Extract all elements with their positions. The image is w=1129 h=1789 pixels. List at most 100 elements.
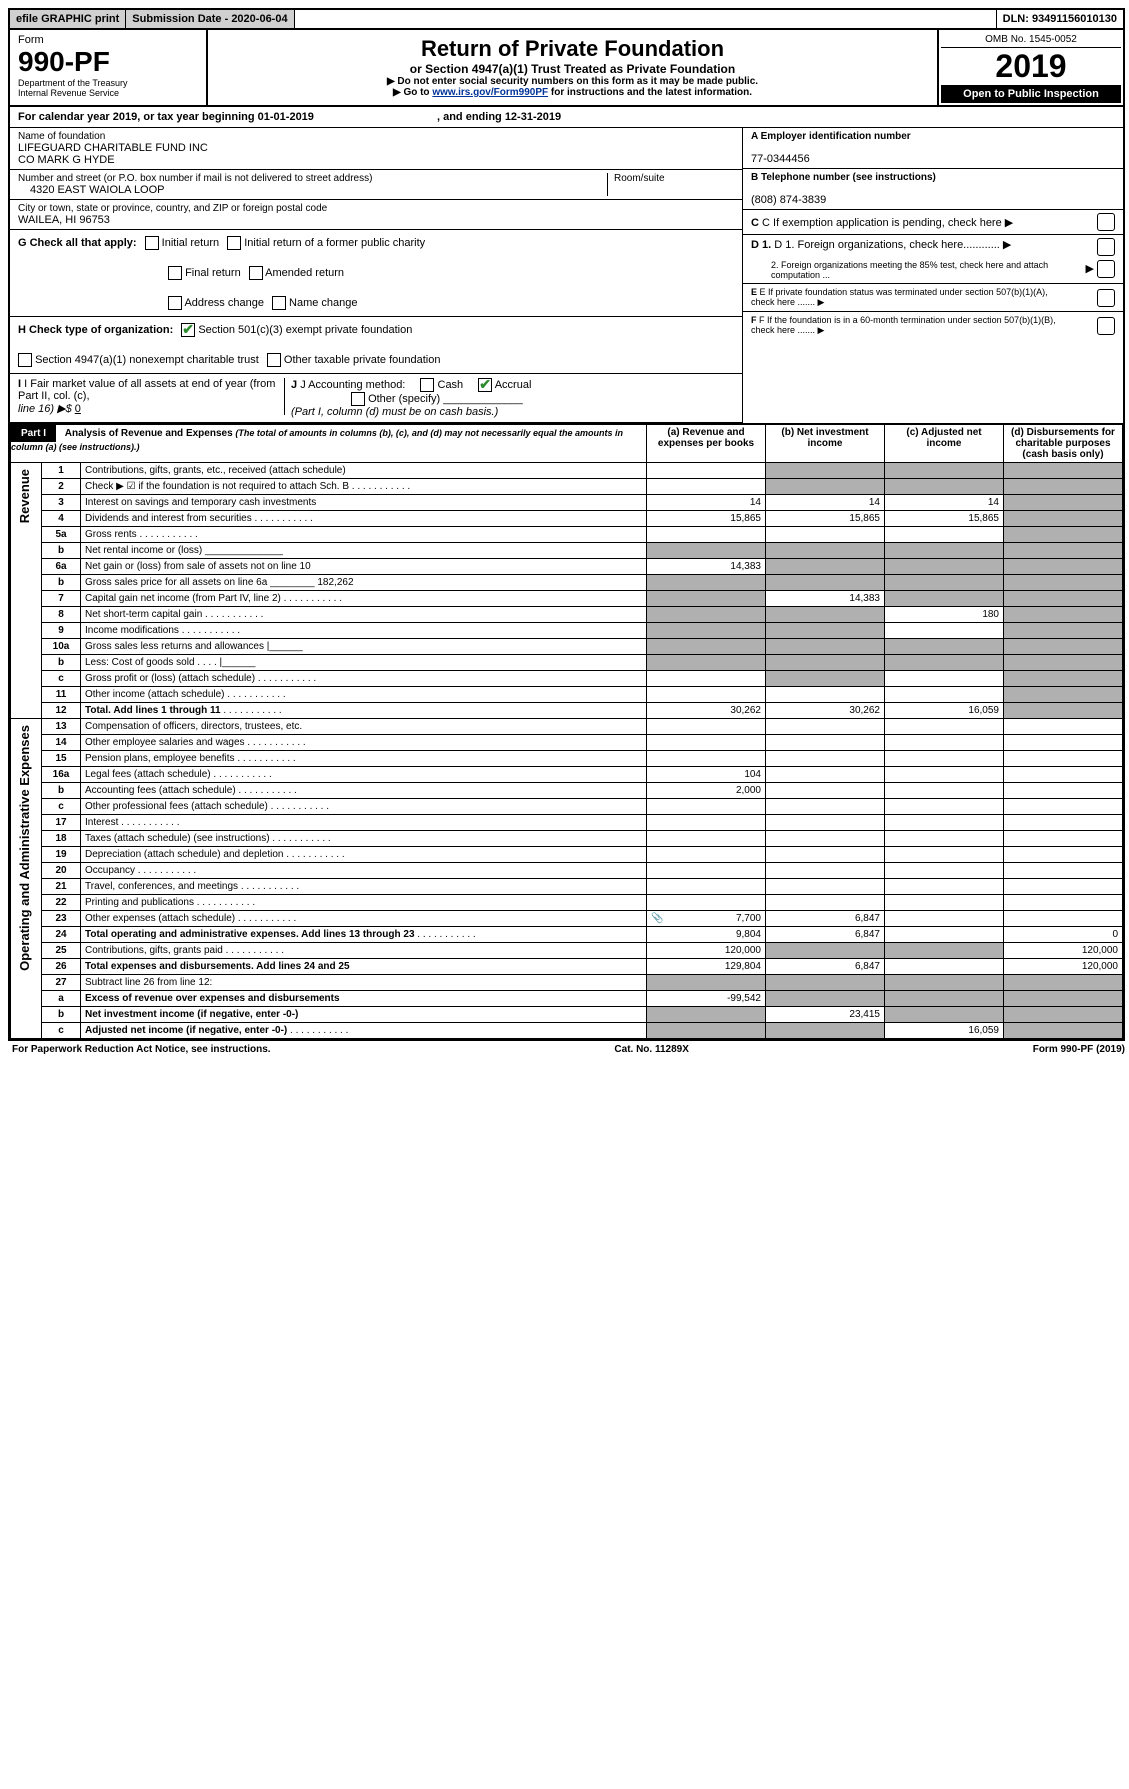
j-cash[interactable]: Cash (420, 379, 463, 391)
c-label: C C If exemption application is pending,… (751, 216, 1013, 229)
cell (647, 863, 766, 879)
cell (647, 1007, 766, 1023)
cell (885, 751, 1004, 767)
cell (647, 719, 766, 735)
part1-title: Analysis of Revenue and Expenses (65, 428, 233, 439)
cell (1004, 799, 1123, 815)
note2-pre: ▶ Go to (393, 87, 432, 98)
f-checkbox[interactable] (1097, 317, 1115, 335)
cell: 14,383 (647, 559, 766, 575)
g-opt-address[interactable]: Address change (168, 296, 264, 310)
cell (885, 1007, 1004, 1023)
cell (766, 863, 885, 879)
cell: 16,059 (885, 703, 1004, 719)
row-num: 21 (42, 879, 81, 895)
cell (1004, 527, 1123, 543)
cell (647, 527, 766, 543)
cell: 120,000 (1004, 959, 1123, 975)
instructions-link[interactable]: www.irs.gov/Form990PF (432, 87, 548, 98)
cell: 23,415 (766, 1007, 885, 1023)
cell (885, 655, 1004, 671)
cell (885, 527, 1004, 543)
spacer (295, 10, 997, 28)
note1: ▶ Do not enter social security numbers o… (214, 76, 931, 87)
h-opt-other[interactable]: Other taxable private foundation (267, 353, 441, 367)
row-num: 6a (42, 559, 81, 575)
cell (1004, 671, 1123, 687)
h-opt-4947[interactable]: Section 4947(a)(1) nonexempt charitable … (18, 353, 259, 367)
footer-mid: Cat. No. 11289X (614, 1044, 688, 1055)
c-checkbox[interactable] (1097, 213, 1115, 231)
row-num: 1 (42, 463, 81, 479)
cell (1004, 575, 1123, 591)
cell (885, 991, 1004, 1007)
cell (647, 687, 766, 703)
e-checkbox[interactable] (1097, 289, 1115, 307)
cell (647, 607, 766, 623)
cell (1004, 847, 1123, 863)
cell (766, 655, 885, 671)
row-num: b (42, 575, 81, 591)
cell (766, 671, 885, 687)
row-num: b (42, 543, 81, 559)
dln-number: DLN: 93491156010130 (997, 10, 1123, 28)
tax-year: 2019 (941, 48, 1121, 85)
cell (766, 719, 885, 735)
cell: 120,000 (647, 943, 766, 959)
g-opt-amended[interactable]: Amended return (249, 266, 344, 280)
ein-block: A Employer identification number 77-0344… (743, 128, 1123, 169)
cell (1004, 1007, 1123, 1023)
j-other[interactable]: Other (specify) _____________ (351, 393, 523, 405)
row-desc: Capital gain net income (from Part IV, l… (81, 591, 647, 607)
h-opt-501c3[interactable]: Section 501(c)(3) exempt private foundat… (181, 323, 412, 337)
row-desc: Other employee salaries and wages (81, 735, 647, 751)
col-b-header: (b) Net investment income (766, 425, 885, 463)
cell: 180 (885, 607, 1004, 623)
row-num: 17 (42, 815, 81, 831)
footer-left: For Paperwork Reduction Act Notice, see … (12, 1044, 271, 1055)
g-opt-name[interactable]: Name change (272, 296, 358, 310)
id-left: Name of foundation LIFEGUARD CHARITABLE … (10, 128, 742, 423)
row-desc: Interest (81, 815, 647, 831)
g-opt-initial[interactable]: Initial return (145, 236, 220, 250)
row-desc: Dividends and interest from securities (81, 511, 647, 527)
row-desc: Interest on savings and temporary cash i… (81, 495, 647, 511)
cell (885, 463, 1004, 479)
cell (647, 735, 766, 751)
f-label: F F If the foundation is in a 60-month t… (751, 315, 1071, 336)
cell (885, 815, 1004, 831)
name-block: Name of foundation LIFEGUARD CHARITABLE … (10, 128, 742, 170)
cell (766, 575, 885, 591)
footer-right: Form 990-PF (2019) (1033, 1044, 1125, 1055)
row-desc: Contributions, gifts, grants paid (81, 943, 647, 959)
row-desc: Legal fees (attach schedule) (81, 767, 647, 783)
header-mid: Return of Private Foundation or Section … (208, 30, 937, 105)
cell (766, 879, 885, 895)
cell (1004, 511, 1123, 527)
row-num: b (42, 655, 81, 671)
cell: 6,847 (766, 927, 885, 943)
cell (647, 591, 766, 607)
cell (1004, 495, 1123, 511)
row-num: 22 (42, 895, 81, 911)
cell (1004, 687, 1123, 703)
cell (766, 543, 885, 559)
d1-checkbox[interactable] (1097, 238, 1115, 256)
cell (766, 1023, 885, 1039)
cell (766, 815, 885, 831)
cell (1004, 591, 1123, 607)
row-desc: Total. Add lines 1 through 11 (81, 703, 647, 719)
d2-checkbox[interactable] (1097, 260, 1115, 278)
row-num: 20 (42, 863, 81, 879)
cell (766, 943, 885, 959)
g-opt-final[interactable]: Final return (168, 266, 241, 280)
j-accrual[interactable]: Accrual (478, 379, 531, 391)
cell (766, 751, 885, 767)
cell: 9,804 (647, 927, 766, 943)
cell (885, 911, 1004, 927)
row-desc: Travel, conferences, and meetings (81, 879, 647, 895)
cell (885, 847, 1004, 863)
cell (647, 815, 766, 831)
g-opt-initial-former[interactable]: Initial return of a former public charit… (227, 236, 425, 250)
efile-button[interactable]: efile GRAPHIC print (10, 10, 126, 28)
